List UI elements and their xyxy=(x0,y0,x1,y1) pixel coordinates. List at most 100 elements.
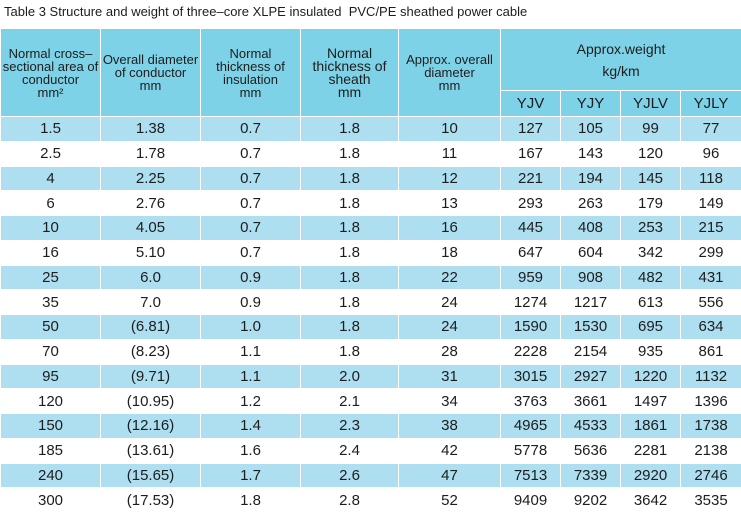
header-cell: Approx. overall diameter mm xyxy=(398,28,501,117)
header-unit: mm² xyxy=(37,84,64,100)
table-cell: 647 xyxy=(500,239,561,266)
table-cell: 263 xyxy=(560,190,621,216)
subheader-cell: YJLY xyxy=(679,90,741,117)
table-cell: 1.8 xyxy=(200,487,301,512)
table-cell: 2228 xyxy=(500,338,561,365)
table-cell: 24 xyxy=(398,314,501,340)
table-cell: 3763 xyxy=(500,388,561,414)
header-cell: Approx.weight kg/km xyxy=(499,28,741,91)
table-cell: (10.95) xyxy=(100,388,201,414)
table-cell: 120 xyxy=(0,388,101,414)
table-cell: 5636 xyxy=(560,437,621,464)
table-cell: 613 xyxy=(620,289,681,315)
table-cell: 1.8 xyxy=(300,116,399,142)
table-cell: 1.7 xyxy=(200,462,301,489)
table-cell: 118 xyxy=(679,165,741,192)
table-cell: 10 xyxy=(398,116,501,142)
table-cell: 5778 xyxy=(500,437,561,464)
table-cell: 0.7 xyxy=(200,116,301,142)
table-cell: 240 xyxy=(0,462,101,489)
table-cell: 221 xyxy=(500,165,561,192)
table-cell: 2.8 xyxy=(300,487,399,512)
table-cell: 1132 xyxy=(679,363,741,390)
table-row: 70 (8.23) 1.1 1.8 28 2228 2154 935 861 xyxy=(0,338,741,365)
table-cell: 11 xyxy=(398,140,501,167)
table-cell: 149 xyxy=(679,190,741,216)
table-row: 95 (9.71) 1.1 2.0 31 3015 2927 1220 1132 xyxy=(0,363,741,390)
table-cell: 3015 xyxy=(500,363,561,390)
table-cell: 16 xyxy=(398,215,501,241)
table-cell: 695 xyxy=(620,314,681,340)
table-cell: 300 xyxy=(0,487,101,512)
table-cell: 3661 xyxy=(560,388,621,414)
table-cell: 24 xyxy=(398,289,501,315)
table-cell: 861 xyxy=(679,338,741,365)
table-cell: 1.8 xyxy=(300,215,399,241)
table-cell: 1.0 xyxy=(200,314,301,340)
table-row: 240 (15.65) 1.7 2.6 47 7513 7339 2920 2746 xyxy=(0,462,741,489)
table-cell: 13 xyxy=(398,190,501,216)
table-cell: 2746 xyxy=(679,462,741,489)
table-cell: 408 xyxy=(560,215,621,241)
table-cell: 1.2 xyxy=(200,388,301,414)
table-cell: 70 xyxy=(0,338,101,365)
table-cell: 3535 xyxy=(679,487,741,512)
table-cell: 1738 xyxy=(679,413,741,439)
subheader-cell: YJLV xyxy=(620,90,681,117)
table-cell: 1.4 xyxy=(200,413,301,439)
header-row: YJV YJY YJLV YJLY xyxy=(1,90,741,117)
header-label: Overall diameter of conductor xyxy=(102,52,199,80)
table-cell: 2154 xyxy=(560,338,621,365)
table-cell: 1220 xyxy=(620,363,681,390)
header-label: Normal thickness of insulation xyxy=(216,45,285,87)
table-cell: 95 xyxy=(0,363,101,390)
table-cell: 2920 xyxy=(620,462,681,489)
table-row: 150 (12.16) 1.4 2.3 38 4965 4533 1861 1738 xyxy=(0,413,741,439)
header-label: Approx. overall diameter xyxy=(406,52,493,80)
table-row: 50 (6.81) 1.0 1.8 24 1590 1530 695 634 xyxy=(0,314,741,340)
table-cell: 2.0 xyxy=(300,363,399,390)
table-cell: 2.6 xyxy=(300,462,399,489)
table-cell: 10 xyxy=(0,215,101,241)
header-unit: mm xyxy=(438,78,461,93)
table-cell: 47 xyxy=(398,462,501,489)
header-unit: mm xyxy=(239,84,262,100)
table-cell: 431 xyxy=(679,264,741,291)
subheader-cell: YJY xyxy=(560,90,621,117)
table-cell: (8.23) xyxy=(100,338,201,365)
table-cell: 0.7 xyxy=(200,239,301,266)
table-cell: 16 xyxy=(0,239,101,266)
table-body: 1.5 1.38 0.7 1.8 10 127 105 99 77 2.5 1.78 0.7 1.8 11… xyxy=(0,116,741,512)
table-header: Normal cross–sectional area of conductor… xyxy=(0,28,741,117)
table-cell: 1.1 xyxy=(200,338,301,365)
table-cell: 28 xyxy=(398,338,501,365)
table-cell: 253 xyxy=(620,215,681,241)
header-label: Normal thickness of sheath xyxy=(312,44,387,87)
table-cell: 1.8 xyxy=(300,239,399,266)
table-cell: 145 xyxy=(620,165,681,192)
table-cell: 4.05 xyxy=(100,215,201,241)
table-cell: 1.8 xyxy=(300,314,399,340)
table-cell: 1.6 xyxy=(200,437,301,464)
table-cell: 2.76 xyxy=(100,190,201,216)
table-cell: 50 xyxy=(0,314,101,340)
table-row: 16 5.10 0.7 1.8 18 647 604 342 299 xyxy=(0,239,741,266)
table-cell: 18 xyxy=(398,239,501,266)
table-row: 10 4.05 0.7 1.8 16 445 408 253 215 xyxy=(0,215,741,241)
table-title: Table 3 Structure and weight of three–co… xyxy=(4,4,528,19)
table-cell: 42 xyxy=(398,437,501,464)
table-cell: 2.4 xyxy=(300,437,399,464)
table-cell: 1.8 xyxy=(300,165,399,192)
table-row: 1.5 1.38 0.7 1.8 10 127 105 99 77 xyxy=(0,116,741,142)
table-cell: 7339 xyxy=(560,462,621,489)
table-row: 4 2.25 0.7 1.8 12 221 194 145 118 xyxy=(0,165,741,192)
header-label: Approx.weight xyxy=(576,40,666,57)
table-row: 2.5 1.78 0.7 1.8 11 167 143 120 96 xyxy=(0,140,741,167)
header-row: Normal cross–sectional area of conductor… xyxy=(0,28,741,117)
table-cell: 143 xyxy=(560,140,621,167)
table-cell: 2281 xyxy=(620,437,681,464)
table-row: 6 2.76 0.7 1.8 13 293 263 179 149 xyxy=(0,190,741,216)
table-cell: (17.53) xyxy=(100,487,201,512)
table-cell: 1.8 xyxy=(300,190,399,216)
